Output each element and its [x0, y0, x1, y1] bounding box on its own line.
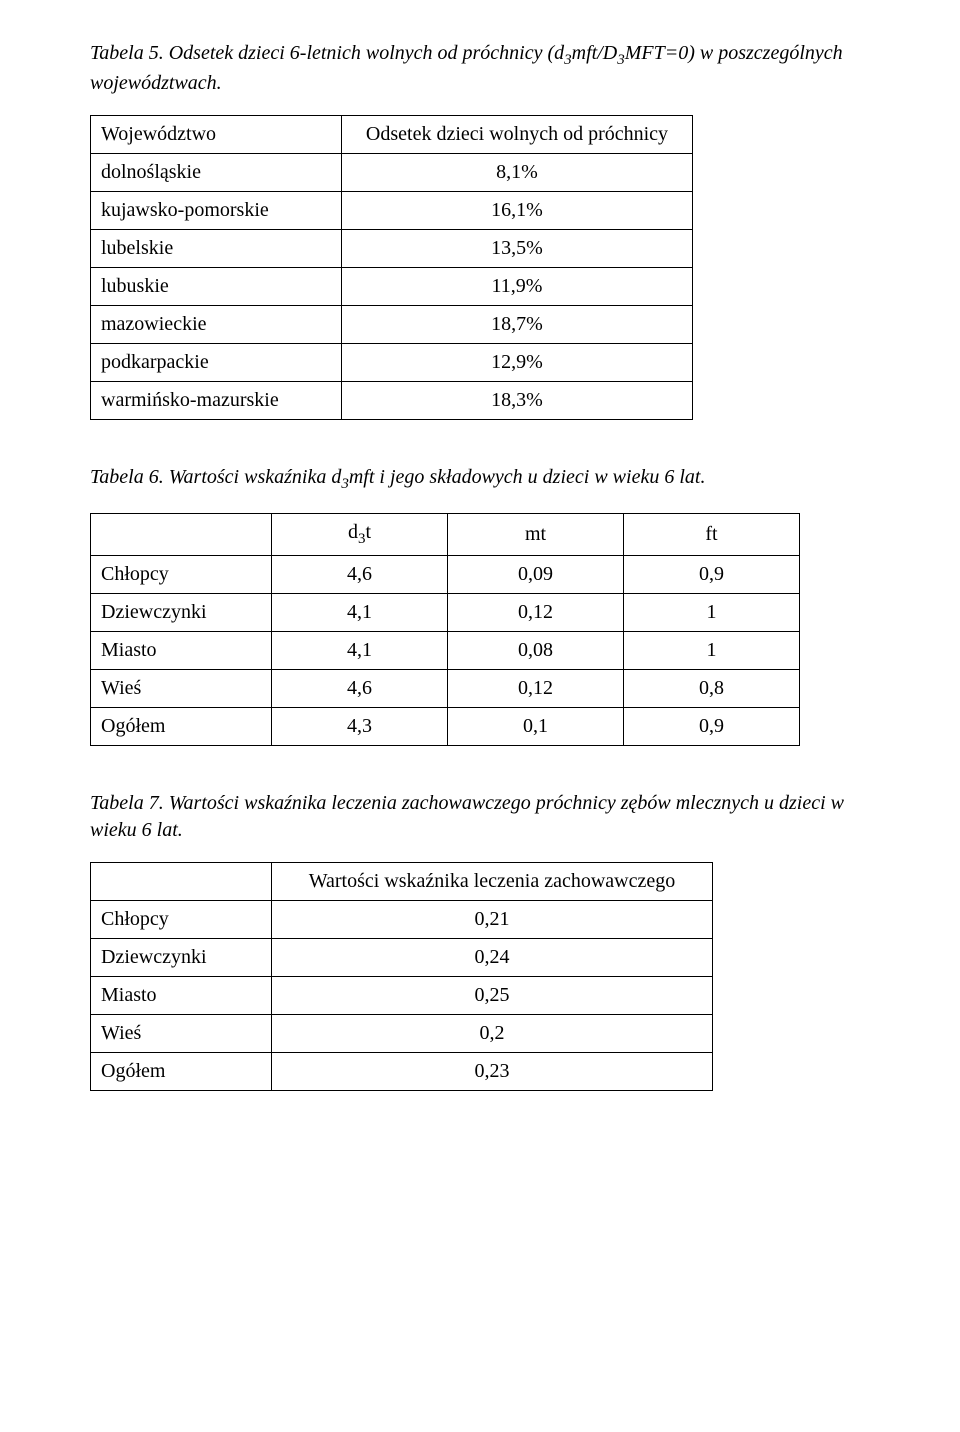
cell-label: podkarpackie: [91, 344, 342, 382]
cell-label: lubelskie: [91, 230, 342, 268]
cell-label: Chłopcy: [91, 555, 272, 593]
table6-header-empty: [91, 513, 272, 555]
table-row: lubuskie 11,9%: [91, 268, 693, 306]
cell-value: 0,2: [272, 1014, 713, 1052]
cell-label: lubuskie: [91, 268, 342, 306]
cell-value: 0,12: [448, 669, 624, 707]
cell-value: 4,6: [272, 669, 448, 707]
table6-caption-part-b: mft i jego składowych u dzieci w wieku 6…: [349, 466, 706, 488]
d3t-t: t: [365, 521, 371, 543]
cell-value: 4,1: [272, 593, 448, 631]
cell-label: Dziewczynki: [91, 593, 272, 631]
table-row: Chłopcy 4,6 0,09 0,9: [91, 555, 800, 593]
table6-caption-sub: 3: [341, 476, 349, 492]
table7-header-empty: [91, 862, 272, 900]
table-row: Dziewczynki 4,1 0,12 1: [91, 593, 800, 631]
cell-value: 18,3%: [342, 382, 693, 420]
table-row: dolnośląskie 8,1%: [91, 154, 693, 192]
table-row: Dziewczynki 0,24: [91, 938, 713, 976]
table6-caption-part-a: Tabela 6. Wartości wskaźnika d: [90, 466, 341, 488]
cell-label: mazowieckie: [91, 306, 342, 344]
table-row: Ogółem 4,3 0,1 0,9: [91, 707, 800, 745]
cell-value: 0,9: [624, 707, 800, 745]
cell-value: 1: [624, 593, 800, 631]
cell-value: 0,25: [272, 976, 713, 1014]
d3t-d: d: [348, 521, 358, 543]
cell-value: 4,3: [272, 707, 448, 745]
cell-value: 8,1%: [342, 154, 693, 192]
cell-label: Ogółem: [91, 1052, 272, 1090]
table7: Wartości wskaźnika leczenia zachowawczeg…: [90, 862, 713, 1091]
cell-label: Chłopcy: [91, 900, 272, 938]
cell-label: kujawsko-pomorskie: [91, 192, 342, 230]
table-row: Wieś 0,2: [91, 1014, 713, 1052]
cell-label: Miasto: [91, 976, 272, 1014]
cell-value: 0,12: [448, 593, 624, 631]
table-header-row: Wartości wskaźnika leczenia zachowawczeg…: [91, 862, 713, 900]
table-row: kujawsko-pomorskie 16,1%: [91, 192, 693, 230]
cell-label: Ogółem: [91, 707, 272, 745]
table6: d3t mt ft Chłopcy 4,6 0,09 0,9 Dziewczyn…: [90, 513, 800, 746]
cell-value: 0,08: [448, 631, 624, 669]
table5-header-col1: Województwo: [91, 116, 342, 154]
cell-label: Wieś: [91, 669, 272, 707]
cell-value: 12,9%: [342, 344, 693, 382]
cell-value: 4,1: [272, 631, 448, 669]
table6-header-col2: d3t: [272, 513, 448, 555]
table5-caption-sub1: 3: [564, 52, 572, 68]
table-row: Miasto 0,25: [91, 976, 713, 1014]
table6-caption: Tabela 6. Wartości wskaźnika d3mft i jeg…: [90, 464, 870, 494]
cell-value: 4,6: [272, 555, 448, 593]
table5-caption: Tabela 5. Odsetek dzieci 6-letnich wolny…: [90, 40, 870, 97]
table6-header-col3: mt: [448, 513, 624, 555]
cell-value: 0,24: [272, 938, 713, 976]
table7-header-col2: Wartości wskaźnika leczenia zachowawczeg…: [272, 862, 713, 900]
table-row: Chłopcy 0,21: [91, 900, 713, 938]
table7-caption: Tabela 7. Wartości wskaźnika leczenia za…: [90, 790, 870, 844]
table-row: podkarpackie 12,9%: [91, 344, 693, 382]
document-page: Tabela 5. Odsetek dzieci 6-letnich wolny…: [0, 0, 960, 1432]
cell-value: 11,9%: [342, 268, 693, 306]
table-row: Ogółem 0,23: [91, 1052, 713, 1090]
cell-value: 0,09: [448, 555, 624, 593]
table6-header-col4: ft: [624, 513, 800, 555]
table-row: mazowieckie 18,7%: [91, 306, 693, 344]
cell-value: 0,21: [272, 900, 713, 938]
table-row: warmińsko-mazurskie 18,3%: [91, 382, 693, 420]
table-row: lubelskie 13,5%: [91, 230, 693, 268]
table5: Województwo Odsetek dzieci wolnych od pr…: [90, 115, 693, 420]
table-row: Miasto 4,1 0,08 1: [91, 631, 800, 669]
table5-header-col2: Odsetek dzieci wolnych od próchnicy: [342, 116, 693, 154]
cell-value: 1: [624, 631, 800, 669]
cell-label: Wieś: [91, 1014, 272, 1052]
cell-label: Miasto: [91, 631, 272, 669]
cell-value: 16,1%: [342, 192, 693, 230]
cell-value: 0,9: [624, 555, 800, 593]
cell-value: 0,8: [624, 669, 800, 707]
cell-value: 0,1: [448, 707, 624, 745]
cell-label: Dziewczynki: [91, 938, 272, 976]
table5-caption-part-b: mft/D: [572, 42, 618, 64]
cell-label: warmińsko-mazurskie: [91, 382, 342, 420]
table-header-row: d3t mt ft: [91, 513, 800, 555]
cell-value: 13,5%: [342, 230, 693, 268]
cell-value: 18,7%: [342, 306, 693, 344]
cell-label: dolnośląskie: [91, 154, 342, 192]
table-header-row: Województwo Odsetek dzieci wolnych od pr…: [91, 116, 693, 154]
table5-caption-sub2: 3: [617, 52, 625, 68]
cell-value: 0,23: [272, 1052, 713, 1090]
table-row: Wieś 4,6 0,12 0,8: [91, 669, 800, 707]
table5-caption-part-a: Tabela 5. Odsetek dzieci 6-letnich wolny…: [90, 42, 564, 64]
